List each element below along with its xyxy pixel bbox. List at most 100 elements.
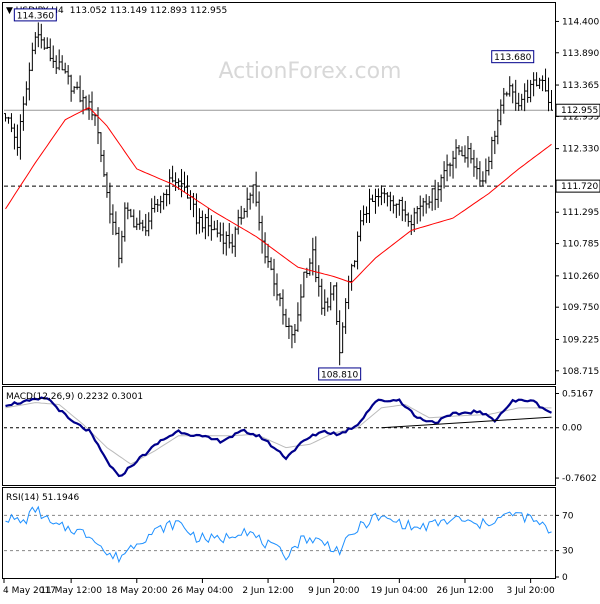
ohlc-bar [448,162,452,177]
price-annotation: 113.680 [491,50,535,64]
price-tick-label: 113.890 [562,49,599,59]
ohlc-bar [365,206,369,223]
ohlc-bar [517,92,521,111]
ohlc-bar [535,72,539,87]
price-annotation-box [318,367,362,381]
ohlc-bar [251,184,255,204]
ohlc-bar [415,206,419,224]
ohlc-bar [78,75,82,103]
ohlc-bar [257,191,261,231]
ohlc-bar [209,215,213,241]
ohlc-bar [547,77,551,112]
price-annotation-box [13,8,57,22]
ohlc-bar [421,197,425,217]
ohlc-bar [212,220,216,231]
time-tick-label: 26 Jun 12:00 [436,586,493,596]
ohlc-bar [490,136,494,170]
ohlc-bar [508,76,512,97]
current-price-tag: 112.955 [555,103,600,117]
ohlc-bar [526,79,530,103]
ohlc-bar [532,72,536,97]
ohlc-bar [272,258,276,297]
ohlc-bar [18,114,22,160]
ohlc-bar [523,83,527,112]
ohlc-bar [269,257,273,271]
ohlc-bar [496,108,500,145]
price-annotation-label: 113.680 [494,53,531,63]
ohlc-bar [296,302,300,332]
time-tick-label: 19 Jun 04:00 [371,586,428,596]
price-annotation-label: 114.360 [17,11,54,21]
macd-panel-frame [2,386,556,486]
price-annotations: 114.360 113.680 108.810 [13,8,535,381]
ohlc-bar [180,168,184,198]
ohlc-bar [550,89,554,111]
time-tick-label: 26 May 04:00 [172,586,234,596]
macd-tick-label: -0.7602 [562,474,597,484]
ohlc-bar [105,172,109,198]
ohlc-bar [159,195,163,214]
ohlc-bar [72,86,76,94]
ohlc-bar [385,192,389,207]
price-tick-label: 108.715 [562,367,599,377]
ohlc-bar [356,231,360,270]
ohlc-bar [302,271,306,298]
ohlc-bar [341,322,345,354]
ohlc-bar [21,96,25,131]
header-ohlc: 113.052 113.149 112.893 112.955 [70,6,227,16]
ohlc-bar [141,219,145,232]
ohlc-bar [326,297,330,312]
ohlc-bar [406,212,410,227]
ohlc-bar [114,211,118,236]
ohlc-bar [338,310,342,366]
ohlc-bar [48,38,52,62]
time-tick-label: 4 May 2017 [3,586,56,596]
ohlc-bar [144,213,148,236]
ohlc-bar [147,212,151,237]
ohlc-bar [165,189,169,207]
ohlc-bar [541,75,545,92]
ohlc-bar [505,91,509,97]
ohlc-bar [206,207,210,237]
ohlc-bar [544,68,548,92]
ohlc-bar [215,219,219,238]
ohlc-bar [520,93,524,111]
ohlc-bar [57,49,61,71]
ohlc-bar [54,55,58,74]
ohlc-bar [376,188,380,207]
ohlc-bar [418,195,422,222]
ohlc-bar [24,81,28,106]
ohlc-bar [368,188,372,223]
ohlc-bar [493,130,497,155]
ohlc-bar [487,156,491,176]
ohlc-bar [317,265,321,297]
ohlc-bar [171,165,175,183]
ohlc-bar [391,195,395,214]
price-tick-label: 110.260 [562,272,599,282]
ohlc-bar [466,136,470,168]
time-tick-label: 2 Jun 12:00 [242,586,294,596]
macd-tick-label: 0.5167 [562,390,594,400]
support-price-tag: 111.720 [555,179,600,193]
current-price-tag-label: 112.955 [561,106,598,116]
ohlc-bar [12,123,16,150]
ohlc-bar [332,285,336,301]
ohlc-bar [39,23,43,49]
ohlc-bar [502,87,506,114]
macd-lines [4,396,553,478]
ohlc-bar [203,213,207,240]
ohlc-bar [242,208,246,219]
support-price-tag-label: 111.720 [561,182,598,192]
price-annotation: 114.360 [13,8,57,22]
ohlc-bar [475,157,479,180]
ohlc-bar [290,325,294,349]
ohlc-bar [439,174,443,202]
price-tick-label: 112.330 [562,145,599,155]
ohlc-bar [6,116,10,124]
ohlc-bar [123,202,127,242]
time-tick-label: 18 May 20:00 [106,586,168,596]
support-price-tag-box [555,179,600,193]
ohlc-bar [403,200,407,222]
ohlc-bar [359,210,363,242]
